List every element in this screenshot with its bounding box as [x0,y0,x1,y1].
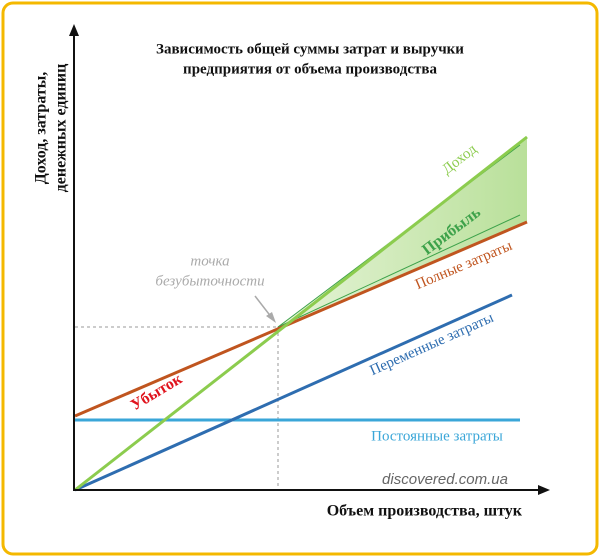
fixed-costs-label: Постоянные затраты [371,428,503,444]
variable-costs-line [74,293,513,492]
y-axis-arrow [69,24,79,36]
break-even-label: точка [190,253,229,269]
watermark: discovered.com.ua [382,471,508,488]
break-even-pointer-head [266,312,276,323]
title: Зависимость общей суммы затрат и выручки [156,41,464,57]
title: предприятия от объема производства [183,61,437,77]
break-even-label: безубыточности [155,273,264,289]
revenue-line [74,135,528,492]
x-axis-arrow [538,485,550,495]
total-costs-line [74,220,528,418]
profit-edge [277,214,521,328]
y-axis-label: Доход, затраты, [33,72,50,185]
x-axis-label: Объем производства, штук [327,503,523,520]
y-axis-label: денежных единиц [53,64,70,193]
